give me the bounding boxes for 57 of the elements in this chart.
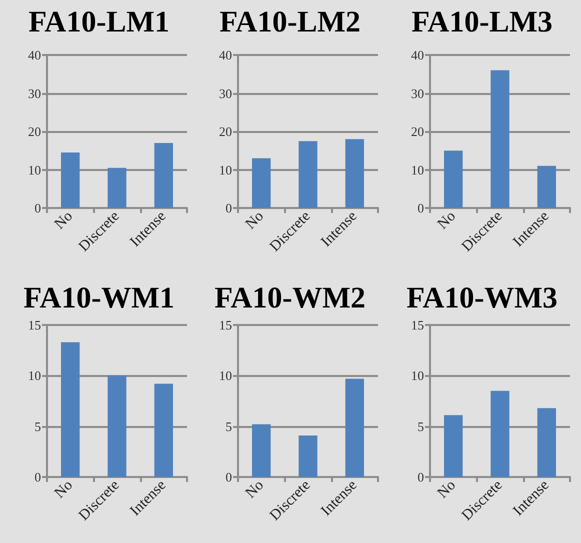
chart-title: FA10-LM1: [28, 6, 170, 38]
y-tick-label: 10: [28, 162, 41, 178]
y-tick-label: 15: [411, 318, 424, 332]
y-tick-label: 15: [28, 318, 41, 332]
bar: [154, 384, 173, 477]
bar: [108, 168, 126, 208]
bar: [444, 150, 463, 208]
chart-title: FA10-LM3: [411, 6, 553, 38]
y-tick-label: 5: [226, 418, 232, 434]
x-tick-label: No: [52, 208, 76, 233]
y-tick-label: 0: [418, 470, 424, 484]
chart-title: FA10-WM1: [23, 282, 175, 314]
y-tick-label: 10: [411, 368, 424, 384]
y-tick-label: 0: [226, 200, 232, 216]
y-tick-label: 15: [219, 318, 232, 332]
y-tick-label: 30: [28, 86, 41, 101]
y-tick-label: 10: [28, 368, 41, 384]
bar: [61, 342, 80, 477]
y-tick-label: 0: [418, 200, 424, 216]
y-tick-label: 30: [411, 86, 424, 101]
chart-title: FA10-WM2: [214, 282, 366, 314]
x-tick-label: No: [242, 477, 267, 502]
bar: [108, 376, 126, 477]
y-tick-label: 40: [28, 48, 41, 62]
bar: [490, 70, 510, 208]
y-tick-label: 30: [219, 86, 232, 101]
bar: [444, 415, 463, 477]
y-tick-label: 10: [219, 162, 232, 178]
bar: [345, 139, 364, 208]
x-tick-label: No: [434, 208, 459, 233]
y-tick-label: 5: [418, 418, 424, 434]
y-tick-label: 0: [226, 470, 232, 484]
y-tick-label: 20: [28, 124, 41, 139]
x-tick-label: No: [52, 477, 76, 502]
bar: [298, 141, 318, 208]
x-tick-label: No: [434, 477, 459, 502]
bar: [490, 390, 510, 477]
bar: [537, 166, 556, 208]
x-tick-label: No: [242, 208, 267, 233]
bar: [298, 435, 318, 477]
y-tick-label: 0: [34, 200, 41, 216]
bar: [154, 142, 173, 208]
y-tick-label: 10: [411, 162, 424, 178]
y-tick-label: 5: [34, 418, 41, 434]
chart-title: FA10-LM2: [219, 6, 361, 38]
y-tick-label: 0: [34, 470, 41, 484]
bar: [537, 408, 556, 477]
y-tick-label: 20: [219, 124, 232, 139]
bar: [252, 424, 271, 477]
bar: [252, 158, 271, 208]
chart-title: FA10-WM3: [406, 282, 558, 314]
bar: [345, 378, 364, 477]
y-tick-label: 40: [219, 48, 232, 62]
y-tick-label: 10: [219, 368, 232, 384]
y-tick-label: 20: [411, 124, 424, 139]
y-tick-label: 40: [411, 48, 424, 62]
bar: [61, 152, 80, 208]
